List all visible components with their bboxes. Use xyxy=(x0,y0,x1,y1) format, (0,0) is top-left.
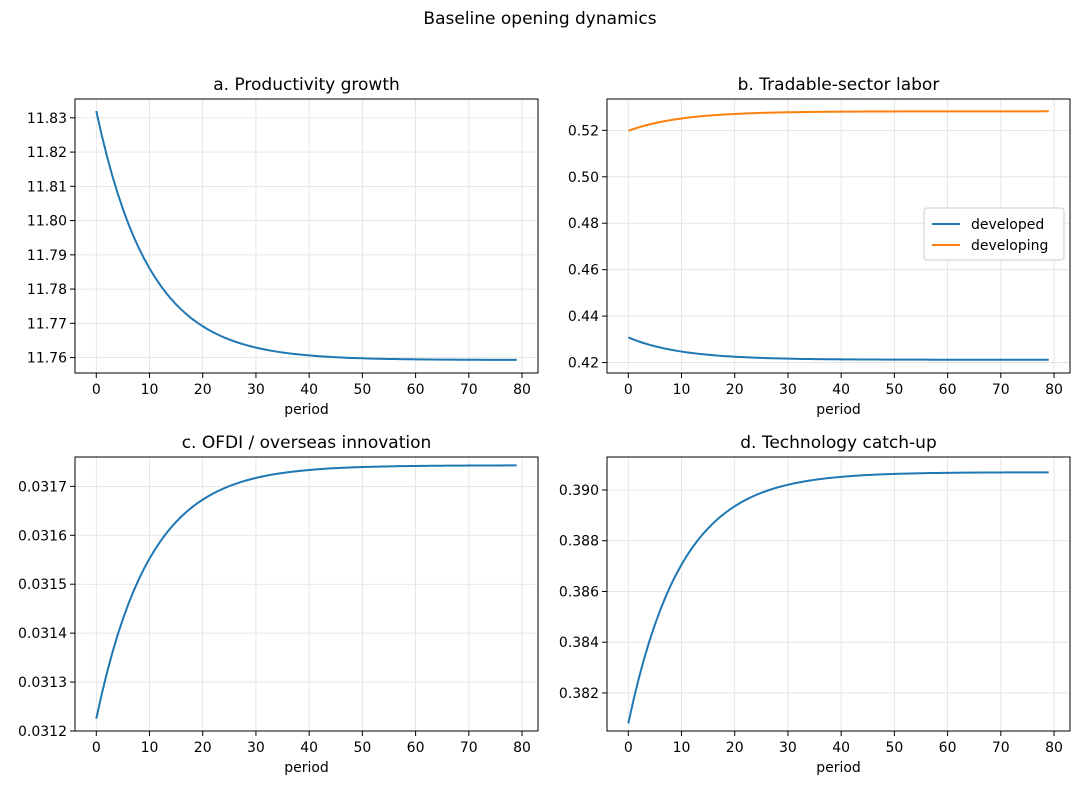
x-tick-label: 0 xyxy=(92,740,101,756)
y-tick-label: 11.82 xyxy=(27,145,67,161)
x-tick-label: 80 xyxy=(513,382,531,398)
y-tick-label: 0.388 xyxy=(559,534,599,550)
x-tick-label: 60 xyxy=(407,382,425,398)
x-tick-label: 60 xyxy=(939,740,957,756)
x-tick-label: 40 xyxy=(832,382,850,398)
y-tick-label: 0.44 xyxy=(568,309,599,325)
x-tick-label: 50 xyxy=(353,382,371,398)
x-tick-label: 20 xyxy=(194,740,212,756)
y-tick-label: 11.80 xyxy=(27,214,67,230)
y-tick-label: 0.0313 xyxy=(18,675,67,691)
x-tick-label: 70 xyxy=(460,382,478,398)
x-tick-label: 10 xyxy=(141,740,159,756)
y-tick-label: 0.384 xyxy=(559,635,599,651)
x-tick-label: 0 xyxy=(92,382,101,398)
x-tick-label: 20 xyxy=(194,382,212,398)
panel-c: 0 10 20 30 40 50 60 70 80 0.0312 0.0313 0.0314 0.031… xyxy=(18,433,539,776)
x-tick-label: 40 xyxy=(300,382,318,398)
y-tick-label: 0.0316 xyxy=(18,528,67,544)
series-line-developed xyxy=(627,336,1049,361)
panel-title: d. Technology catch-up xyxy=(740,433,936,453)
x-tick-label: 30 xyxy=(779,740,797,756)
y-tick-label: 0.48 xyxy=(568,216,599,232)
x-tick-label: 70 xyxy=(460,740,478,756)
x-axis-label: period xyxy=(284,402,329,418)
x-tick-label: 10 xyxy=(673,382,691,398)
axes-frame xyxy=(74,456,539,732)
x-tick-label: 0 xyxy=(624,740,633,756)
x-tick-label: 50 xyxy=(885,740,903,756)
legend: developed developing xyxy=(923,207,1065,261)
y-tick-label: 11.81 xyxy=(27,179,67,195)
y-tick-label: 0.52 xyxy=(568,123,599,139)
x-tick-label: 50 xyxy=(885,382,903,398)
axes-frame xyxy=(606,456,1071,732)
y-tick-label: 0.0317 xyxy=(18,479,67,495)
axes-frame xyxy=(74,98,539,374)
x-tick-label: 10 xyxy=(673,740,691,756)
x-axis-label: period xyxy=(816,760,861,776)
series-line-developing xyxy=(627,110,1049,132)
x-axis-label: period xyxy=(284,760,329,776)
x-tick-label: 30 xyxy=(247,382,265,398)
panel-b: 0 10 20 30 40 50 60 70 80 0.42 0.44 0.46 0.48 0.50 0.5… xyxy=(568,75,1071,418)
series-line-series-0 xyxy=(627,471,1049,724)
x-tick-label: 60 xyxy=(939,382,957,398)
y-tick-label: 0.390 xyxy=(559,483,599,499)
panel-title: a. Productivity growth xyxy=(213,75,400,95)
x-tick-label: 20 xyxy=(726,382,744,398)
panel-title: b. Tradable-sector labor xyxy=(738,75,940,95)
y-tick-label: 11.83 xyxy=(27,111,67,127)
y-tick-label: 0.382 xyxy=(559,686,599,702)
legend-label-developed: developed xyxy=(971,217,1044,233)
y-tick-label: 0.0315 xyxy=(18,577,67,593)
y-tick-label: 0.386 xyxy=(559,584,599,600)
x-tick-label: 70 xyxy=(992,382,1010,398)
y-tick-label: 0.46 xyxy=(568,263,599,279)
y-tick-label: 11.78 xyxy=(27,282,67,298)
x-tick-label: 80 xyxy=(1045,740,1063,756)
y-tick-label: 11.77 xyxy=(27,316,67,332)
series-line-series-0 xyxy=(95,464,517,719)
x-tick-label: 30 xyxy=(779,382,797,398)
y-tick-label: 11.76 xyxy=(27,351,67,367)
x-axis-label: period xyxy=(816,402,861,418)
y-tick-label: 0.50 xyxy=(568,170,599,186)
panel-a: 0 10 20 30 40 50 60 70 80 11.76 11.77 11.78 11.79 11.… xyxy=(27,75,539,418)
y-tick-label: 0.42 xyxy=(568,356,599,372)
panel-title: c. OFDI / overseas innovation xyxy=(182,433,432,453)
series-line-series-0 xyxy=(95,110,517,361)
y-tick-label: 0.0312 xyxy=(18,724,67,740)
legend-label-developing: developing xyxy=(971,238,1048,254)
y-tick-label: 0.0314 xyxy=(18,626,67,642)
x-tick-label: 0 xyxy=(624,382,633,398)
figure-title: Baseline opening dynamics xyxy=(423,9,656,29)
x-tick-label: 20 xyxy=(726,740,744,756)
x-tick-label: 80 xyxy=(513,740,531,756)
legend-box xyxy=(923,207,1065,261)
panel-d: 0 10 20 30 40 50 60 70 80 0.382 0.384 0.386 0.388 0.3… xyxy=(559,433,1071,776)
x-tick-label: 60 xyxy=(407,740,425,756)
x-tick-label: 30 xyxy=(247,740,265,756)
x-tick-label: 10 xyxy=(141,382,159,398)
x-tick-label: 50 xyxy=(353,740,371,756)
x-tick-label: 80 xyxy=(1045,382,1063,398)
y-tick-label: 11.79 xyxy=(27,248,67,264)
x-tick-label: 70 xyxy=(992,740,1010,756)
x-tick-label: 40 xyxy=(832,740,850,756)
axes-frame xyxy=(606,98,1071,374)
x-tick-label: 40 xyxy=(300,740,318,756)
